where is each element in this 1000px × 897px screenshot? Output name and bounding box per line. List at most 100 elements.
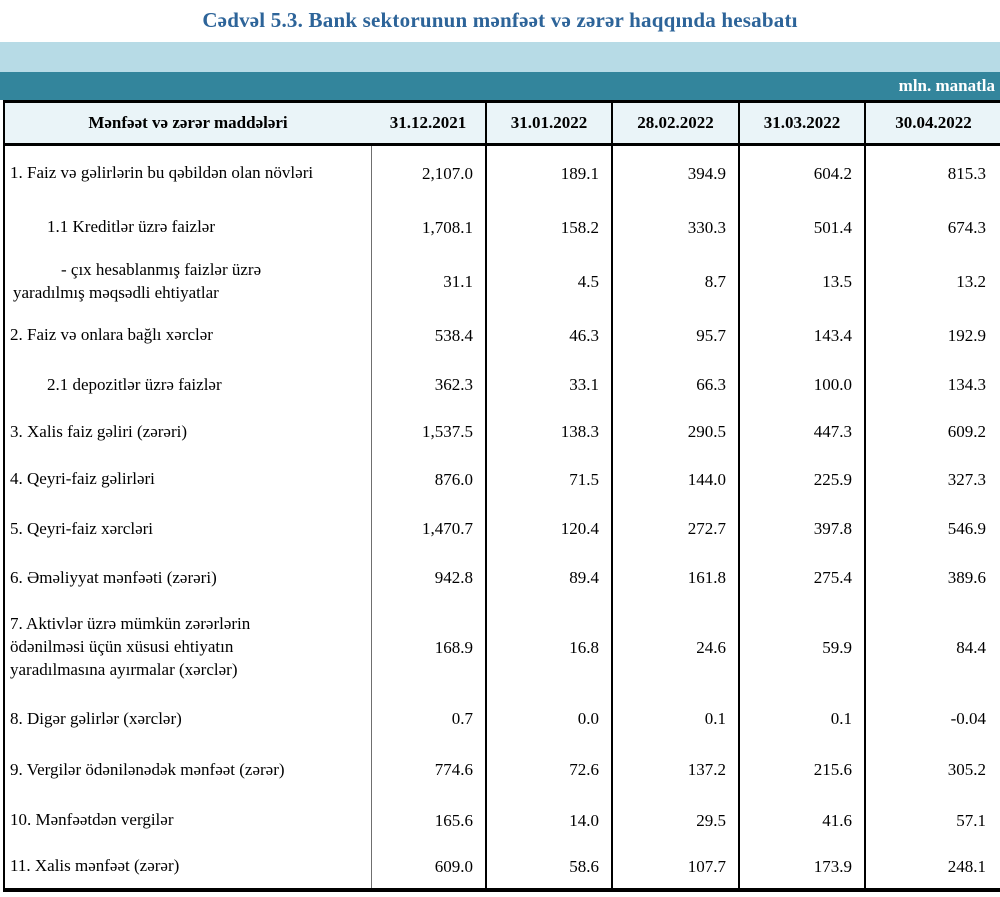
value-cell: 46.3: [485, 309, 612, 362]
row-label: - çıx hesablanmış faizlər üzrə yaradılmı…: [4, 253, 371, 310]
row-label: 3. Xalis faiz gəliri (zərəri): [4, 408, 371, 456]
value-cell: 144.0: [611, 455, 739, 504]
row-label: 9. Vergilər ödənilənədək mənfəət (zərər): [4, 744, 371, 796]
row-label: 7. Aktivlər üzrə mümkün zərərlərin ödəni…: [4, 601, 371, 694]
table-row: 9. Vergilər ödənilənədək mənfəət (zərər)…: [4, 744, 1000, 796]
table-row: 2.1 depozitlər üzrə faizlər 362.3 33.1 6…: [4, 361, 1000, 409]
value-cell: 330.3: [611, 201, 739, 254]
value-cell: 501.4: [738, 201, 865, 254]
value-cell: 41.6: [738, 795, 865, 846]
value-cell: 161.8: [611, 554, 739, 602]
column-header-date-3: 28.02.2022: [611, 101, 739, 146]
table-row: 6. Əməliyyat mənfəəti (zərəri) 942.8 89.…: [4, 554, 1000, 602]
value-cell: 248.1: [864, 845, 1000, 890]
value-cell: 447.3: [738, 408, 865, 456]
value-cell: 815.3: [864, 144, 1000, 202]
value-cell: 158.2: [485, 201, 612, 254]
table-row: 10. Mənfəətdən vergilər 165.6 14.0 29.5 …: [4, 795, 1000, 846]
value-cell: 942.8: [370, 554, 486, 602]
value-cell: 71.5: [485, 455, 612, 504]
value-cell: 609.2: [864, 408, 1000, 456]
row-label: 11. Xalis mənfəət (zərər): [4, 845, 371, 890]
value-cell: 394.9: [611, 144, 739, 202]
decor-band-light: [0, 42, 1000, 72]
table-row: 3. Xalis faiz gəliri (zərəri) 1,537.5 13…: [4, 408, 1000, 456]
row-label: 6. Əməliyyat mənfəəti (zərəri): [4, 554, 371, 602]
value-cell: 137.2: [611, 744, 739, 796]
table-row: - çıx hesablanmış faizlər üzrə yaradılmı…: [4, 253, 1000, 310]
value-cell: 0.0: [485, 693, 612, 745]
value-cell: 143.4: [738, 309, 865, 362]
row-label: 4. Qeyri-faiz gəlirləri: [4, 455, 371, 504]
value-cell: 215.6: [738, 744, 865, 796]
value-cell: 1,708.1: [370, 201, 486, 254]
table-row: 2. Faiz və onlara bağlı xərclər 538.4 46…: [4, 309, 1000, 362]
value-cell: 31.1: [370, 253, 486, 310]
value-cell: 189.1: [485, 144, 612, 202]
value-cell: 609.0: [370, 845, 486, 890]
table-row: 11. Xalis mənfəət (zərər) 609.0 58.6 107…: [4, 845, 1000, 890]
value-cell: 134.3: [864, 361, 1000, 409]
value-cell: 173.9: [738, 845, 865, 890]
value-cell: 774.6: [370, 744, 486, 796]
value-cell: 120.4: [485, 503, 612, 555]
table-row: 7. Aktivlər üzrə mümkün zərərlərin ödəni…: [4, 601, 1000, 694]
value-cell: -0.04: [864, 693, 1000, 745]
value-cell: 13.5: [738, 253, 865, 310]
row-label: 2.1 depozitlər üzrə faizlər: [4, 361, 371, 409]
value-cell: 876.0: [370, 455, 486, 504]
column-header-date-2: 31.01.2022: [485, 101, 612, 146]
value-cell: 57.1: [864, 795, 1000, 846]
value-cell: 0.1: [611, 693, 739, 745]
value-cell: 58.6: [485, 845, 612, 890]
table-row: 1. Faiz və gəlirlərin bu qəbildən olan n…: [4, 144, 1000, 202]
value-cell: 29.5: [611, 795, 739, 846]
value-cell: 290.5: [611, 408, 739, 456]
column-header-date-1: 31.12.2021: [371, 101, 486, 146]
table-row: 1.1 Kreditlər üzrə faizlər 1,708.1 158.2…: [4, 201, 1000, 254]
value-cell: 24.6: [611, 601, 739, 694]
value-cell: 538.4: [370, 309, 486, 362]
column-header-items: Mənfəət və zərər maddələri: [4, 101, 371, 146]
value-cell: 192.9: [864, 309, 1000, 362]
value-cell: 397.8: [738, 503, 865, 555]
row-label: 10. Mənfəətdən vergilər: [4, 795, 371, 846]
profit-loss-table: Mənfəət və zərər maddələri 31.12.2021 31…: [3, 100, 1000, 892]
value-cell: 95.7: [611, 309, 739, 362]
decor-band-teal: mln. manatla: [0, 72, 1000, 100]
value-cell: 13.2: [864, 253, 1000, 310]
value-cell: 327.3: [864, 455, 1000, 504]
value-cell: 16.8: [485, 601, 612, 694]
value-cell: 1,470.7: [370, 503, 486, 555]
value-cell: 225.9: [738, 455, 865, 504]
column-header-date-5: 30.04.2022: [864, 101, 1000, 146]
value-cell: 275.4: [738, 554, 865, 602]
value-cell: 107.7: [611, 845, 739, 890]
value-cell: 4.5: [485, 253, 612, 310]
row-label: 5. Qeyri-faiz xərcləri: [4, 503, 371, 555]
value-cell: 66.3: [611, 361, 739, 409]
value-cell: 100.0: [738, 361, 865, 409]
row-label: 1.1 Kreditlər üzrə faizlər: [4, 201, 371, 254]
value-cell: 8.7: [611, 253, 739, 310]
value-cell: 168.9: [370, 601, 486, 694]
value-cell: 33.1: [485, 361, 612, 409]
value-cell: 59.9: [738, 601, 865, 694]
value-cell: 389.6: [864, 554, 1000, 602]
column-header-date-4: 31.03.2022: [738, 101, 865, 146]
row-label: 8. Digər gəlirlər (xərclər): [4, 693, 371, 745]
header-row: Mənfəət və zərər maddələri 31.12.2021 31…: [4, 101, 1000, 146]
value-cell: 2,107.0: [370, 144, 486, 202]
value-cell: 362.3: [370, 361, 486, 409]
value-cell: 305.2: [864, 744, 1000, 796]
value-cell: 14.0: [485, 795, 612, 846]
row-label: 1. Faiz və gəlirlərin bu qəbildən olan n…: [4, 144, 371, 202]
value-cell: 165.6: [370, 795, 486, 846]
value-cell: 1,537.5: [370, 408, 486, 456]
value-cell: 89.4: [485, 554, 612, 602]
table-row: 5. Qeyri-faiz xərcləri 1,470.7 120.4 272…: [4, 503, 1000, 555]
table-row: 4. Qeyri-faiz gəlirləri 876.0 71.5 144.0…: [4, 455, 1000, 504]
value-cell: 84.4: [864, 601, 1000, 694]
value-cell: 0.7: [370, 693, 486, 745]
